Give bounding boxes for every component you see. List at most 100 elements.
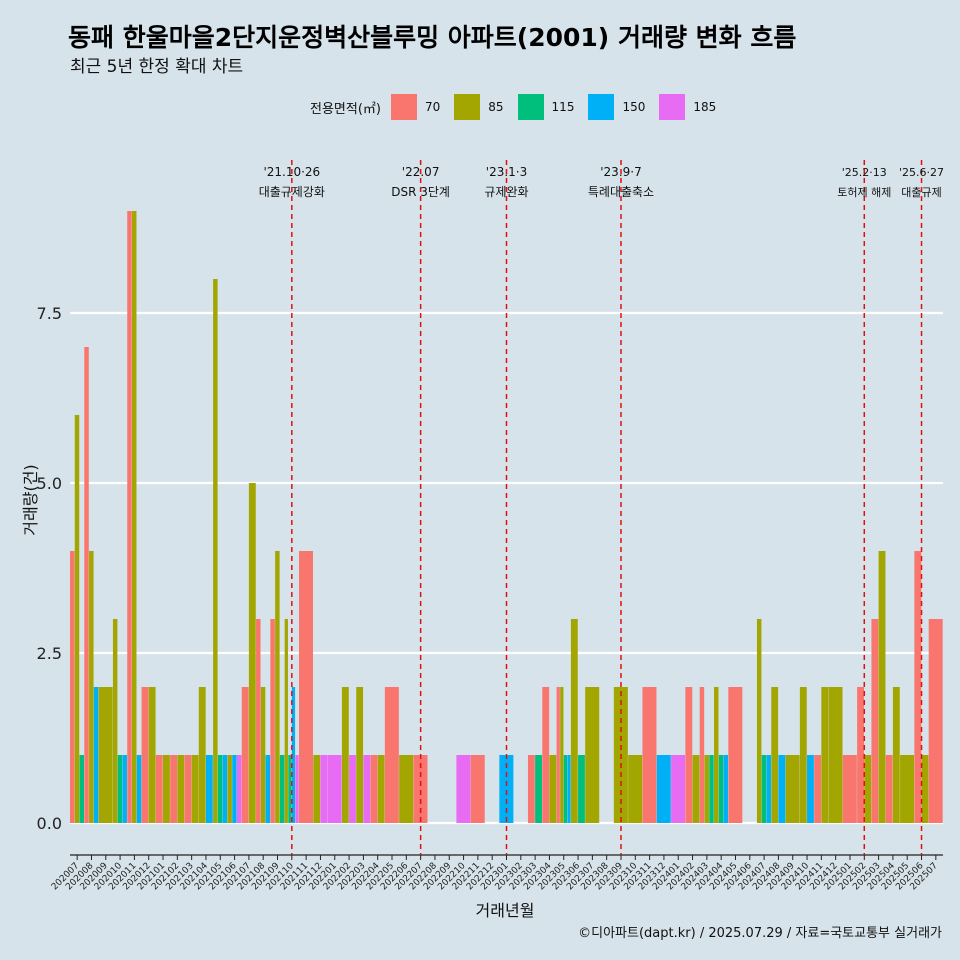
bar: [205, 755, 213, 823]
legend: 전용면적(㎡) 70 85 115 150 185: [310, 92, 730, 122]
bar: [148, 687, 156, 823]
legend-swatch: [588, 94, 615, 120]
bar: [117, 755, 123, 823]
bar: [756, 619, 762, 823]
bar: [814, 755, 822, 823]
bar: [761, 755, 767, 823]
bar: [291, 687, 296, 823]
bar: [177, 755, 185, 823]
bar: [728, 687, 743, 823]
bar: [84, 347, 89, 823]
bar: [878, 551, 886, 823]
bar: [900, 755, 915, 823]
bar: [556, 687, 560, 823]
bar: [399, 755, 414, 823]
bar: [260, 687, 266, 823]
bar: [628, 755, 643, 823]
bar: [227, 755, 232, 823]
bar: [93, 687, 99, 823]
bar: [718, 755, 724, 823]
legend-title: 전용면적(㎡): [310, 101, 381, 117]
bar: [560, 687, 564, 823]
bar: [232, 755, 237, 823]
bar: [213, 279, 218, 823]
event-date: '25.6·27: [899, 166, 944, 179]
event-date: '25.2·13: [842, 166, 887, 179]
bar: [656, 755, 671, 823]
legend-item-150: 150: [588, 94, 645, 120]
bar: [265, 755, 271, 823]
event-date: '23.1·3: [486, 165, 527, 179]
bar: [864, 755, 872, 823]
bar: [298, 551, 313, 823]
y-axis-label: 거래량(건): [21, 464, 40, 536]
event-label: 대출규제: [901, 186, 941, 199]
legend-item-85: 85: [454, 94, 504, 120]
bar: [136, 755, 142, 823]
x-axis-label: 거래년월: [475, 901, 535, 920]
bar: [349, 755, 356, 823]
bar: [671, 755, 686, 823]
bar: [766, 755, 771, 823]
bar: [499, 755, 514, 823]
bar: [327, 755, 342, 823]
bar: [578, 755, 585, 823]
bar: [456, 755, 471, 823]
bar: [807, 755, 814, 823]
bar: [155, 755, 163, 823]
bar: [275, 551, 280, 823]
bar: [79, 755, 85, 823]
legend-swatch: [517, 94, 544, 120]
legend-swatch: [390, 94, 417, 120]
bar: [585, 687, 600, 823]
bar: [709, 755, 714, 823]
event-label: 규제완화: [484, 185, 528, 199]
legend-item-70: 70: [390, 94, 441, 120]
bar: [170, 755, 178, 823]
bar: [89, 551, 94, 823]
bar: [570, 619, 578, 823]
bar: [470, 755, 485, 823]
bar: [377, 755, 385, 823]
bar: [799, 687, 807, 823]
bar: [642, 687, 657, 823]
y-tick-label: 7.5: [37, 304, 62, 323]
bar: [74, 415, 80, 823]
bar: [222, 755, 228, 823]
bar: [141, 687, 149, 823]
bar: [236, 755, 242, 823]
bar: [198, 687, 206, 823]
bar: [241, 687, 249, 823]
bar: [70, 551, 75, 823]
bar: [127, 211, 132, 823]
bar: [341, 687, 349, 823]
legend-label: 185: [693, 100, 717, 114]
bar: [270, 619, 275, 823]
bar: [723, 755, 729, 823]
chart-title: 동패 한울마을2단지운정벽산블루밍 아파트(2001) 거래량 변화 흐름: [68, 23, 797, 52]
bar: [535, 755, 542, 823]
legend-label: 115: [551, 100, 575, 114]
legend-label: 150: [622, 100, 646, 114]
event-date: '21.10·26: [263, 165, 320, 179]
legend-label: 85: [488, 100, 504, 114]
bar: [567, 755, 571, 823]
bar: [714, 687, 719, 823]
bar: [892, 687, 900, 823]
bar: [885, 755, 893, 823]
bar: [295, 755, 299, 823]
legend-label: 70: [424, 100, 441, 114]
bar: [842, 755, 857, 823]
bar: [370, 755, 378, 823]
bar: [279, 755, 285, 823]
chart-subtitle: 최근 5년 한정 확대 차트: [70, 57, 244, 77]
event-label: 토허제 해제: [837, 185, 891, 199]
bar: [191, 755, 199, 823]
bar: [857, 687, 864, 823]
bar: [871, 619, 879, 823]
bar: [921, 755, 929, 823]
event-date: '23.9·7: [600, 165, 641, 179]
event-label: 대출규제강화: [259, 185, 325, 199]
bar: [828, 687, 843, 823]
bar: [363, 755, 371, 823]
